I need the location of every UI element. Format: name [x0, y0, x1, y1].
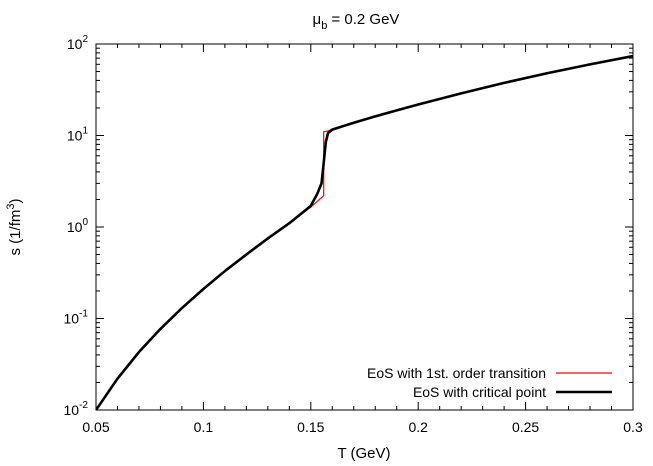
y-axis-label-superscript: 3 [5, 204, 17, 210]
chart-title: μb = 0.2 GeV [313, 11, 400, 32]
x-tick-label: 0.3 [623, 419, 643, 435]
x-tick-label: 0.05 [82, 419, 109, 435]
y-tick-label: 10-2 [64, 400, 89, 418]
y-axis-label-suffix: ) [7, 199, 24, 204]
y-axis-label-prefix: s (1/fm [7, 210, 24, 256]
y-tick-label: 100 [67, 217, 89, 235]
legend-label-critical-point: EoS with critical point [413, 384, 546, 400]
x-tick-label: 0.15 [297, 419, 324, 435]
title-subscript: b [321, 20, 327, 32]
title-symbol: μ [313, 11, 322, 28]
title-rest: = 0.2 GeV [327, 11, 399, 28]
legend: EoS with 1st. order transition EoS with … [367, 365, 612, 400]
y-axis-label: s (1/fm3) [5, 199, 24, 256]
y-tick-labels: 10-2 10-1 100 101 102 [64, 34, 89, 418]
x-tick-label: 0.25 [512, 419, 539, 435]
series-group [96, 54, 633, 410]
x-axis-label: T (GeV) [337, 445, 390, 462]
legend-label-first-order: EoS with 1st. order transition [367, 365, 546, 381]
x-tick-label: 0.1 [194, 419, 214, 435]
x-tick-label: 0.2 [408, 419, 428, 435]
x-tick-labels: 0.05 0.1 0.15 0.2 0.25 0.3 [82, 419, 643, 435]
y-tick-label: 102 [67, 34, 89, 52]
y-tick-label: 101 [67, 126, 89, 144]
tick-marks [95, 43, 634, 411]
series-first-order-transition [96, 55, 633, 410]
plot-area-frame [95, 43, 634, 411]
series-critical-point [96, 54, 633, 410]
y-tick-label: 10-1 [64, 309, 89, 327]
